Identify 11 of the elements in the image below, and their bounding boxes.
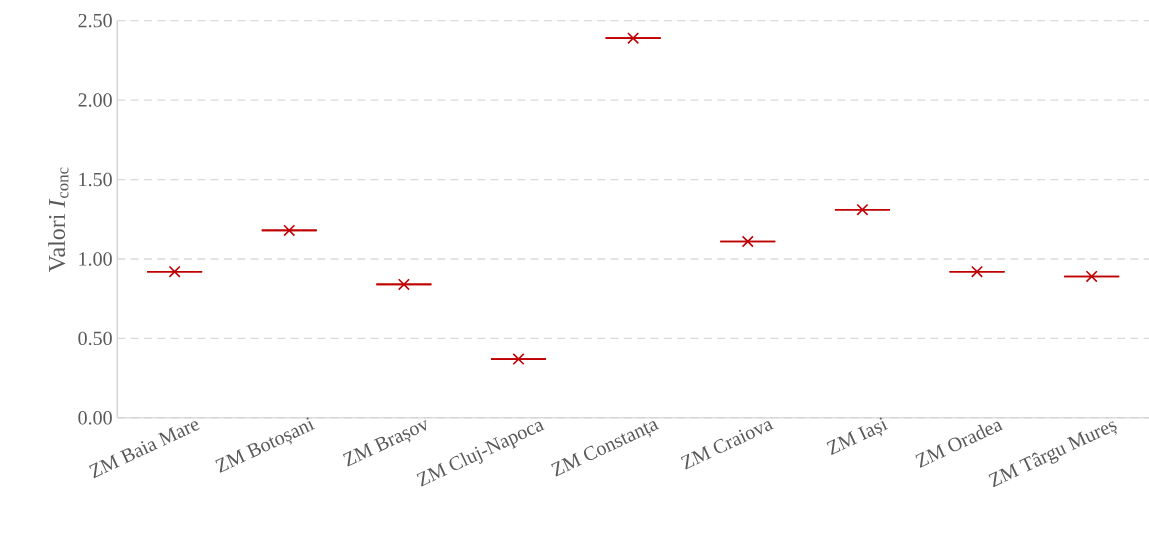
y-tick-label: 0.50 [78, 331, 112, 346]
x-tick-label: ZM Craiova [680, 421, 774, 470]
x-tick-label: ZM Oradea [915, 421, 1004, 468]
y-tick-label: 2.50 [78, 13, 112, 28]
y-tick-label: 0.00 [78, 411, 112, 425]
y-tick-label: 2.00 [78, 93, 112, 107]
y-tick-label: 1.50 [79, 172, 112, 187]
x-tick-label: ZM Brașov [342, 420, 427, 467]
y-axis-title: Valori I$_{conc}$ [48, 167, 69, 273]
x-tick-label: ZM Iași [826, 417, 889, 456]
y-tick-label: 1.00 [79, 252, 112, 266]
